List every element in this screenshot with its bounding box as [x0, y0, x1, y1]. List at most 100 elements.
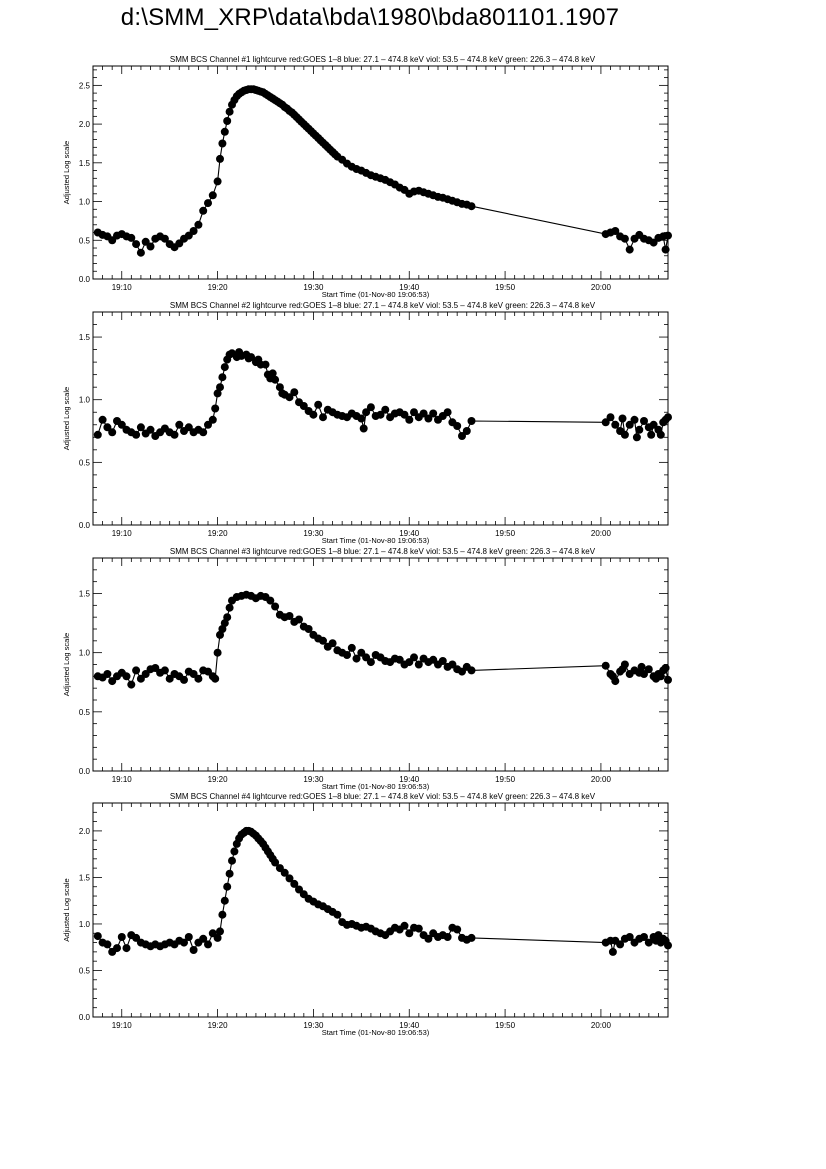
- data-point: [620, 234, 629, 243]
- data-point: [204, 420, 212, 429]
- x-tick-label: 19:40: [399, 529, 420, 538]
- data-point: [136, 423, 145, 432]
- data-point: [352, 654, 361, 663]
- x-tick-label: 19:30: [303, 775, 324, 784]
- data-point: [225, 603, 234, 612]
- data-point: [400, 921, 409, 930]
- data-point: [103, 670, 112, 678]
- y-tick-label: 0.0: [79, 767, 91, 776]
- y-tick-label: 0.5: [79, 966, 91, 975]
- data-point: [410, 408, 418, 417]
- data-point: [247, 353, 256, 362]
- data-point: [223, 882, 232, 891]
- data-point: [93, 430, 102, 439]
- chart-title: SMM BCS Channel #2 lightcurve red:GOES 1…: [170, 301, 596, 310]
- data-point: [362, 408, 371, 417]
- data-point: [220, 127, 229, 136]
- y-tick-label: 1.0: [79, 198, 91, 207]
- y-axis-label: Adjusted Log scale: [62, 141, 71, 204]
- data-point: [328, 639, 337, 648]
- y-tick-label: 0.0: [79, 1013, 91, 1022]
- x-tick-label: 19:50: [495, 529, 516, 538]
- x-axis-label: Start Time (01-Nov-80 19:06:53): [322, 782, 430, 791]
- data-point: [295, 615, 303, 624]
- data-point: [146, 242, 155, 251]
- data-point: [299, 402, 308, 410]
- data-point: [620, 660, 629, 669]
- data-point: [290, 879, 299, 888]
- x-axis-label: Start Time (01-Nov-80 19:06:53): [322, 290, 430, 299]
- data-point: [661, 664, 670, 672]
- data-point: [458, 432, 466, 440]
- data-point: [228, 856, 236, 865]
- data-point: [146, 425, 155, 434]
- y-tick-label: 0.5: [79, 708, 91, 717]
- y-tick-label: 1.0: [79, 920, 91, 929]
- data-point: [625, 420, 634, 429]
- data-point: [429, 409, 438, 418]
- data-point: [261, 360, 270, 369]
- data-point: [223, 613, 232, 622]
- data-point: [216, 154, 224, 163]
- y-axis-label: Adjusted Log scale: [62, 878, 71, 941]
- data-point: [122, 944, 131, 953]
- data-point: [333, 910, 342, 919]
- data-point: [376, 410, 385, 419]
- data-point: [314, 400, 323, 409]
- data-point: [647, 430, 656, 439]
- data-point: [381, 405, 390, 414]
- data-point: [132, 240, 141, 249]
- x-tick-label: 19:20: [208, 529, 229, 538]
- y-tick-label: 1.5: [79, 590, 91, 599]
- data-point: [271, 858, 280, 867]
- data-point: [319, 413, 327, 422]
- chart-title: SMM BCS Channel #3 lightcurve red:GOES 1…: [170, 547, 596, 556]
- x-tick-label: 19:10: [112, 1021, 133, 1030]
- x-tick-label: 19:50: [495, 283, 516, 292]
- plot-frame: [92, 802, 669, 1018]
- data-point: [625, 933, 634, 941]
- data-point: [213, 933, 222, 942]
- data-point: [664, 675, 672, 684]
- data-point: [290, 388, 299, 397]
- data-point: [204, 940, 212, 949]
- data-point: [640, 417, 648, 425]
- page-title: d:\SMM_XRP\data\bda\1980\bda801101.1907: [120, 4, 620, 31]
- data-point: [319, 636, 327, 645]
- data-point: [285, 393, 294, 402]
- data-point: [213, 389, 222, 398]
- data-point: [216, 383, 224, 392]
- data-point: [127, 680, 136, 689]
- data-point: [225, 869, 234, 878]
- data-point: [127, 233, 136, 242]
- data-point: [211, 674, 220, 683]
- data-point: [438, 657, 447, 665]
- data-point: [194, 220, 203, 229]
- y-axis-label: Adjusted Log scale: [62, 387, 71, 450]
- x-tick-label: 19:40: [399, 775, 420, 784]
- data-point: [405, 929, 414, 938]
- x-tick-label: 19:40: [399, 283, 420, 292]
- data-point: [271, 602, 280, 611]
- x-tick-label: 19:50: [495, 775, 516, 784]
- data-point: [211, 404, 220, 413]
- chart-panel-1: SMM BCS Channel #1 lightcurve red:GOES 1…: [62, 55, 672, 299]
- data-point: [419, 409, 428, 418]
- data-point: [608, 947, 617, 956]
- data-point: [656, 430, 665, 439]
- data-point: [632, 433, 641, 442]
- data-point: [132, 666, 141, 675]
- y-axis-label: Adjusted Log scale: [62, 633, 71, 696]
- x-tick-label: 19:30: [303, 283, 324, 292]
- y-tick-label: 0.0: [79, 521, 91, 530]
- data-point: [266, 596, 275, 605]
- data-point: [366, 403, 375, 412]
- data-point: [405, 415, 414, 424]
- chart-panel-2: SMM BCS Channel #2 lightcurve red:GOES 1…: [62, 301, 672, 545]
- data-point: [400, 410, 409, 419]
- data-point: [189, 227, 198, 235]
- x-tick-label: 19:20: [208, 775, 229, 784]
- data-point: [644, 938, 653, 947]
- data-point: [606, 413, 615, 422]
